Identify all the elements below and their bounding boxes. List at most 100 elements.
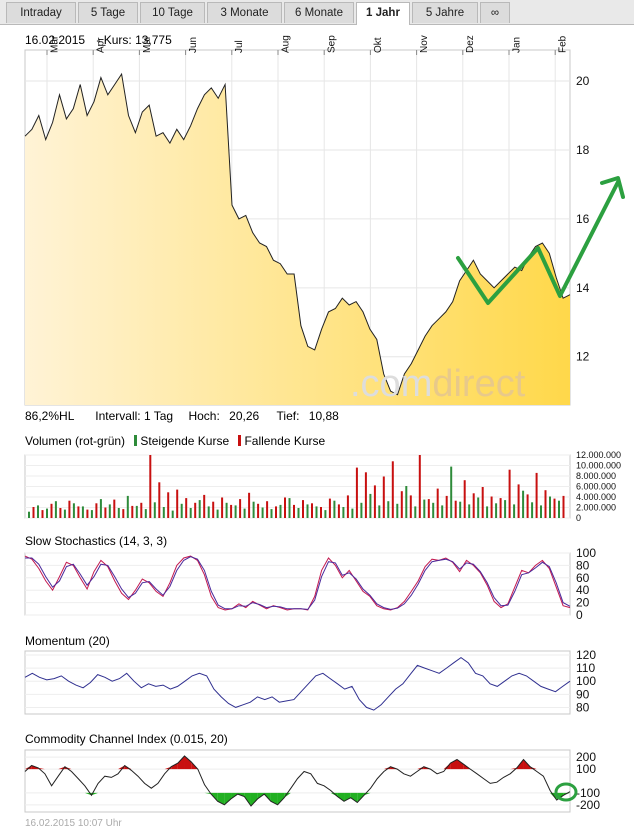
tab-2[interactable]: 5 Tage xyxy=(78,2,138,23)
volume-bar-up xyxy=(297,508,300,518)
volume-bar-up xyxy=(468,504,471,518)
cci-oversold-fill xyxy=(337,792,345,802)
volume-bar-up xyxy=(324,510,327,518)
cci-tick-label: 100 xyxy=(576,762,596,776)
volume-bar-up xyxy=(72,503,75,518)
volume-bar-down xyxy=(194,502,197,518)
volume-bar-down xyxy=(355,467,358,518)
volume-bar-down xyxy=(454,500,457,518)
volume-bar-up xyxy=(351,508,354,518)
volume-bar-up xyxy=(198,500,201,518)
volume-bar-down xyxy=(508,469,511,518)
volume-bar-up xyxy=(117,508,120,518)
volume-bar-down xyxy=(50,503,53,518)
cci-series-line xyxy=(24,755,571,807)
stat-high-label: Hoch: xyxy=(188,409,220,423)
volume-bar-up xyxy=(37,505,39,518)
month-label: Mär xyxy=(49,35,60,53)
volume-bar-up xyxy=(288,498,291,518)
watermark: .comdirect xyxy=(350,363,526,405)
momentum-tick-label: 80 xyxy=(576,700,590,714)
volume-bar-up xyxy=(306,504,309,518)
volume-bar-up xyxy=(261,507,264,518)
stoch-tick-label: 100 xyxy=(576,546,596,560)
tab-8[interactable]: ∞ xyxy=(480,2,510,23)
tab-3[interactable]: 10 Tage xyxy=(140,2,205,23)
volume-bar-down xyxy=(239,499,242,518)
volume-bar-up xyxy=(54,501,57,518)
legend-down-label: Fallende Kurse xyxy=(244,434,326,448)
volume-tick-label: 4.000.000 xyxy=(576,492,616,502)
volume-bar-up xyxy=(189,508,192,518)
cci-oversold-fill xyxy=(277,792,285,805)
cci-oversold-fill xyxy=(563,792,570,796)
stoch-tick-label: 40 xyxy=(576,583,590,597)
stoch-series-line xyxy=(25,556,571,610)
volume-bar-up xyxy=(135,505,138,518)
tab-5[interactable]: 6 Monate xyxy=(284,2,354,23)
annotation-circle xyxy=(554,782,578,802)
volume-bar-down xyxy=(248,492,251,518)
quote-header: 16.02.2015 - Kurs: 13,775 xyxy=(25,33,172,47)
annotation-arrowhead xyxy=(600,176,625,199)
volume-bar-down xyxy=(293,504,295,518)
volume-bar-down xyxy=(311,503,313,518)
volume-bar-down xyxy=(131,505,134,518)
volume-bar-down xyxy=(113,499,116,518)
volume-bar-up xyxy=(99,499,102,518)
volume-bar-down xyxy=(86,509,89,518)
volume-bar-down xyxy=(284,497,286,518)
stat-high-value: 20,26 xyxy=(229,409,260,423)
cci-oversold-fill xyxy=(284,792,291,798)
volume-bar-down xyxy=(167,492,170,518)
stoch-plot-frame xyxy=(24,552,571,616)
price-chart: Mär Apr Mai Jun Jul Aug Sep Okt Nov Dez Jan Feb 20 18… xyxy=(24,35,590,406)
volume-bar-down xyxy=(158,482,161,518)
volume-bar-up xyxy=(369,493,372,518)
volume-bar-down xyxy=(41,510,44,518)
volume-bar-down xyxy=(445,495,448,518)
volume-bar-down xyxy=(463,480,466,518)
tab-7[interactable]: 5 Jahre xyxy=(412,2,478,23)
momentum-tick-label: 100 xyxy=(576,674,596,688)
volume-bar-up xyxy=(28,511,30,518)
stat-hl: 86,2%HL xyxy=(25,409,74,423)
volume-bar-down xyxy=(221,497,224,518)
volume-bar-down xyxy=(562,495,565,518)
volume-bar-down xyxy=(517,484,520,518)
momentum-tick-label: 90 xyxy=(576,687,590,701)
price-tick-label: 20 xyxy=(576,74,590,88)
volume-bar-up xyxy=(144,509,147,518)
month-label: Jun xyxy=(188,37,199,53)
month-label: Feb xyxy=(558,35,569,53)
volume-bar-down xyxy=(526,494,529,518)
volume-bar-down xyxy=(373,485,376,518)
volume-bar-down xyxy=(257,503,260,518)
volume-header: Volumen (rot-grün) Steigende Kurse Falle… xyxy=(25,434,325,448)
volume-bar-up xyxy=(558,500,560,518)
tab-6[interactable]: 1 Jahr xyxy=(356,2,410,25)
volume-bar-up xyxy=(81,506,84,518)
tab-4[interactable]: 3 Monate xyxy=(207,2,282,23)
cci-oversold-fill xyxy=(224,792,232,805)
stoch-tick-label: 80 xyxy=(576,558,590,572)
volume-bar-down xyxy=(140,502,143,518)
volume-bar-down xyxy=(302,500,304,518)
volume-bar-down xyxy=(77,506,80,518)
cci-oversold-fill xyxy=(91,792,99,796)
month-label: Apr xyxy=(96,37,107,53)
stoch-title: Slow Stochastics (14, 3, 3) xyxy=(25,534,168,548)
volume-bar-up xyxy=(441,505,444,518)
volume-bar-down xyxy=(122,509,125,518)
volume-bar-down xyxy=(176,489,179,518)
volume-bar-up xyxy=(153,502,156,519)
volume-bar-down xyxy=(391,461,394,518)
volume-bar-down xyxy=(499,498,502,518)
tab-1[interactable]: Intraday xyxy=(6,2,76,23)
volume-bar-up xyxy=(459,501,462,518)
volume-bar-down xyxy=(149,455,152,518)
volume-bar-up xyxy=(315,506,318,518)
volume-bar-down xyxy=(275,506,277,518)
